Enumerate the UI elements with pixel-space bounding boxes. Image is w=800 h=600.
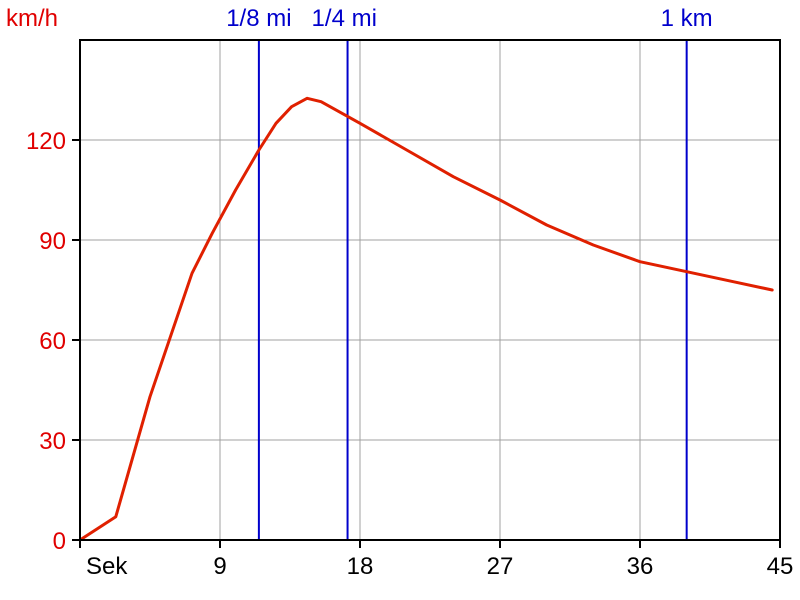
- x-tick-label-2: 18: [347, 553, 374, 580]
- x-tick-label-4: 36: [627, 553, 654, 580]
- x-tick-labels: Sek 9 18 27 36 45: [79, 540, 794, 580]
- y-tick-label-1: 30: [39, 428, 66, 455]
- x-tick-label-0: Sek: [86, 553, 128, 580]
- marker-label-0: 1/8 mi: [226, 5, 291, 32]
- series-group: [78, 96, 774, 542]
- y-tick-label-0: 0: [53, 528, 66, 555]
- y-axis-unit-label: km/h: [6, 5, 58, 32]
- distance-markers: 1/8 mi 1/4 mi 1 km: [226, 5, 713, 540]
- y-tick-label-4: 120: [26, 128, 66, 155]
- y-tick-labels: 0 30 60 90 120: [26, 128, 80, 555]
- marker-label-1: 1/4 mi: [312, 5, 377, 32]
- series-line-0: [78, 96, 774, 542]
- x-tick-label-1: 9: [213, 553, 226, 580]
- plot-frame: [79, 39, 781, 541]
- marker-label-2: 1 km: [661, 5, 713, 32]
- x-tick-label-3: 27: [487, 553, 514, 580]
- y-tick-label-2: 60: [39, 328, 66, 355]
- y-tick-label-3: 90: [39, 228, 66, 255]
- x-tick-label-5: 45: [767, 553, 794, 580]
